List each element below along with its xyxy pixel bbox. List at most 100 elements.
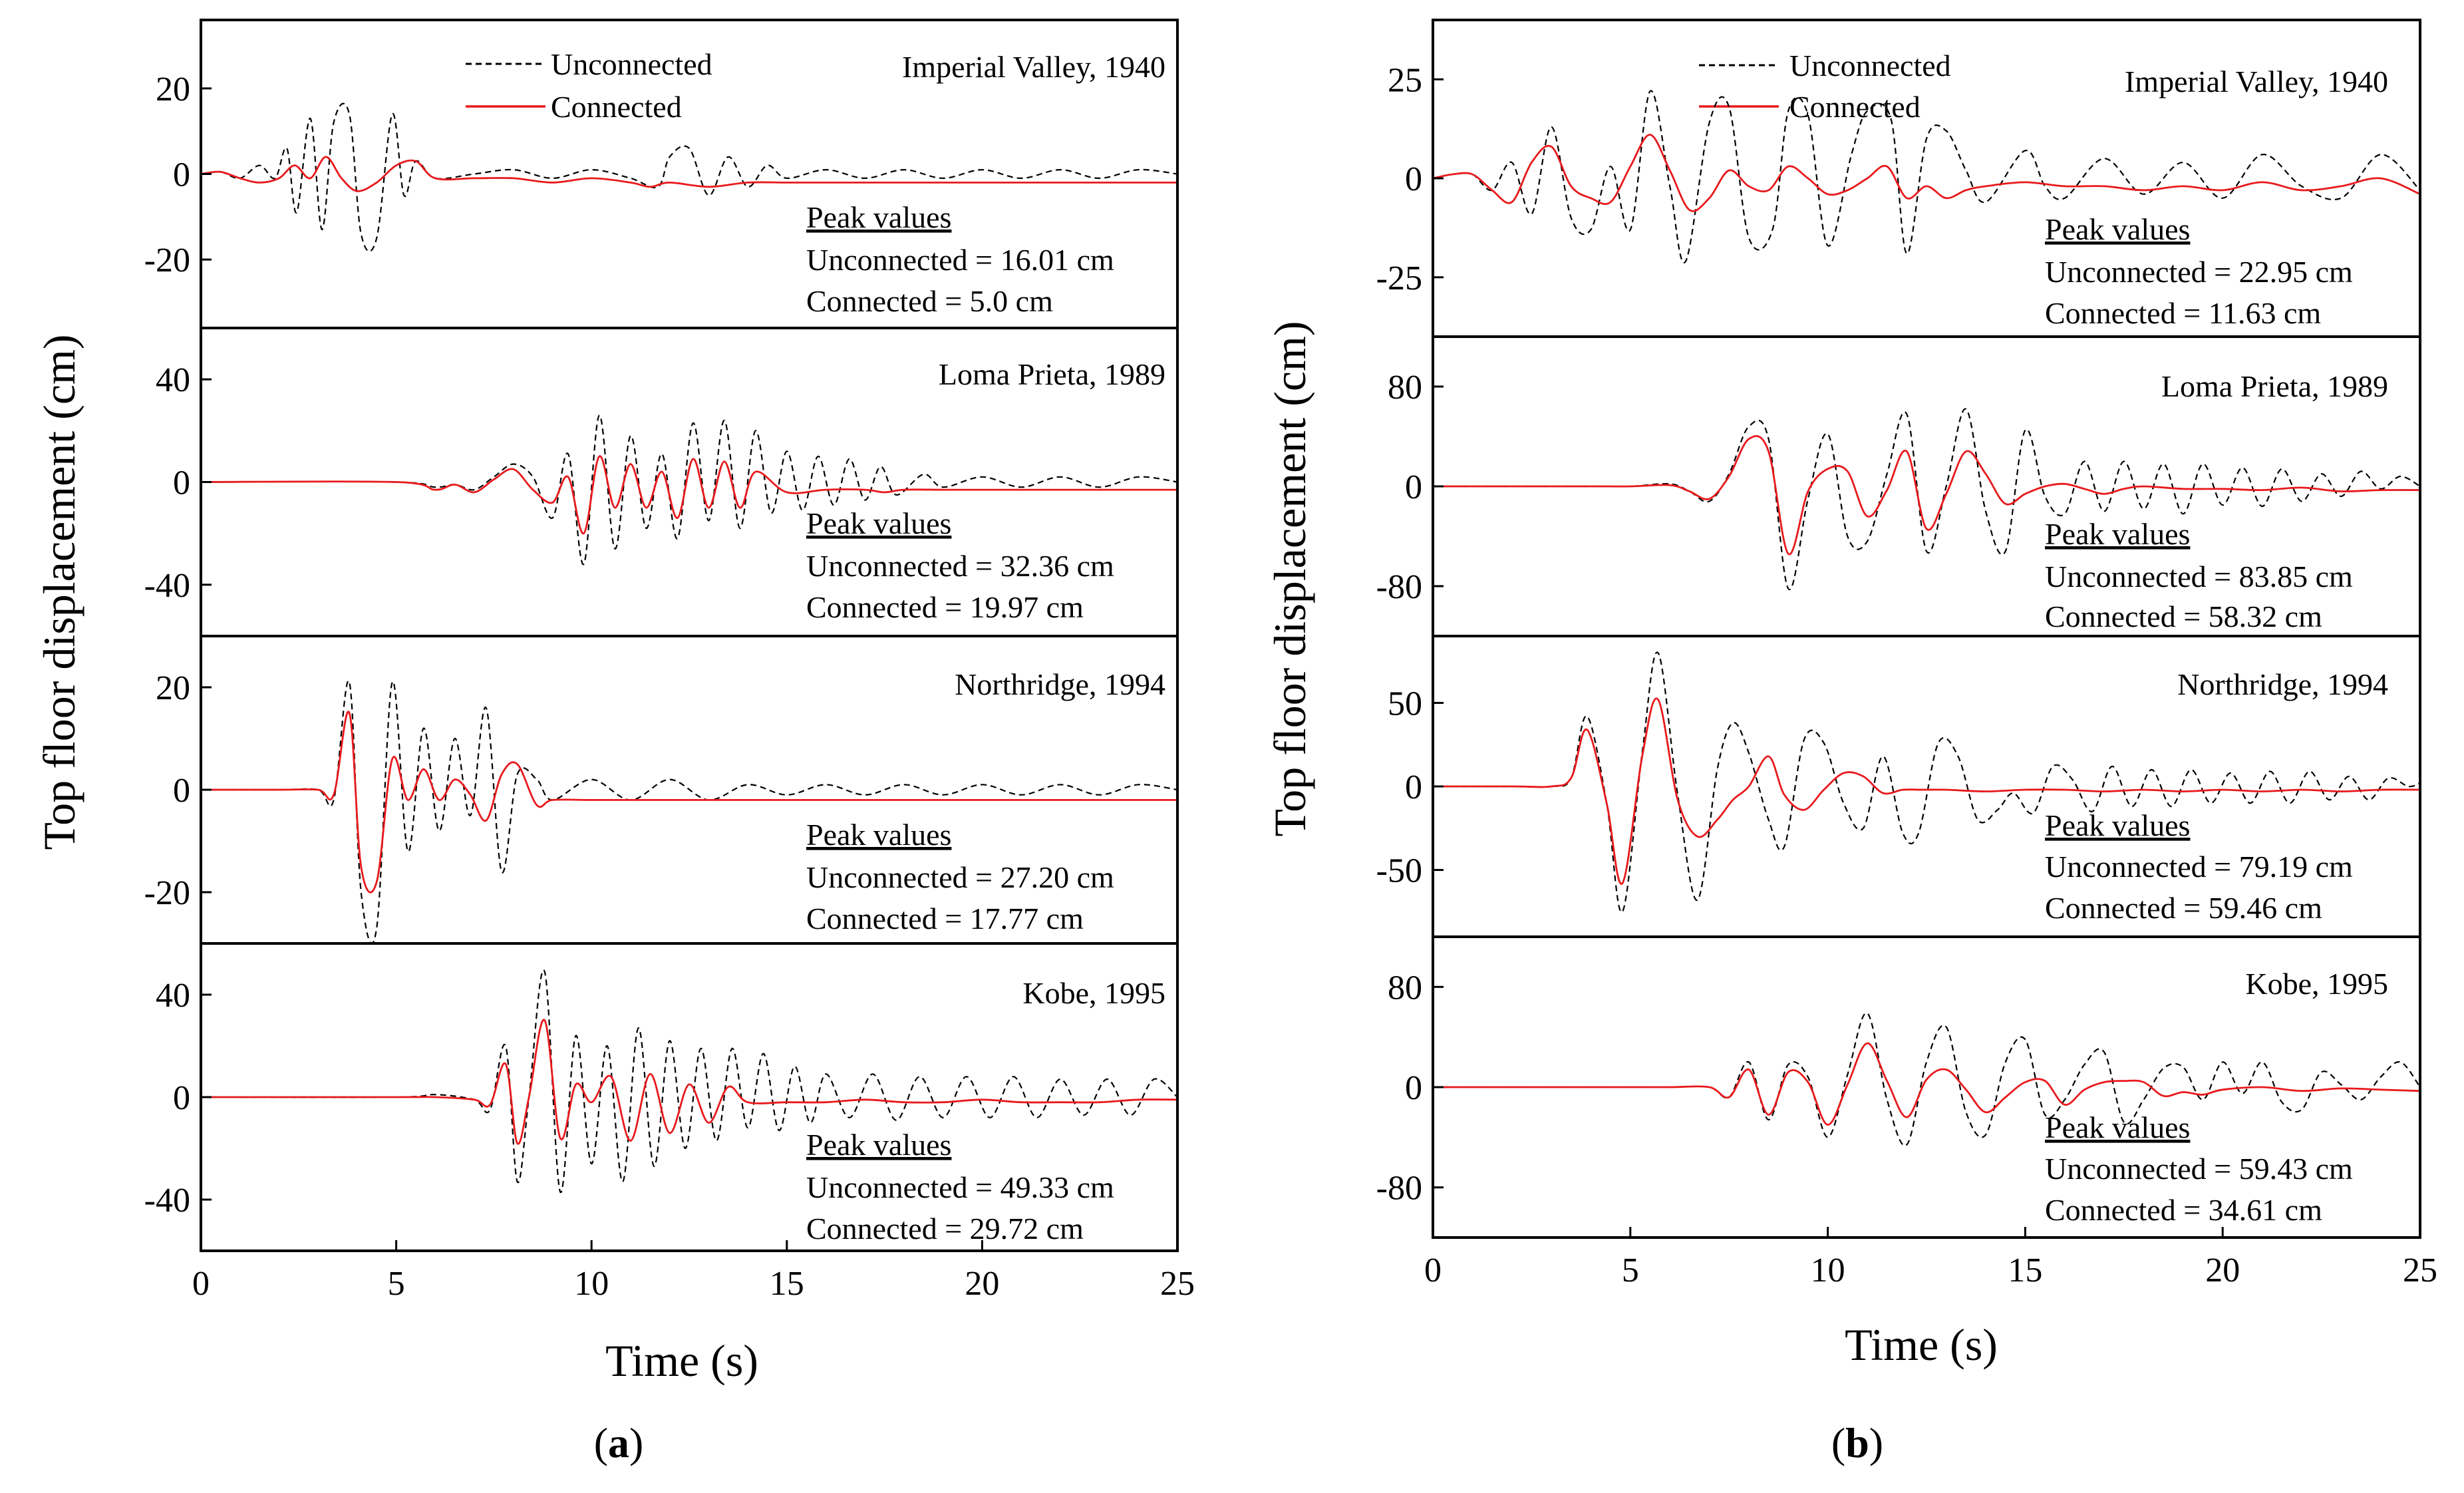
series-unconnected-line: [1433, 651, 2420, 913]
peak-values-heading: Peak values: [2045, 212, 2190, 246]
subplot-loma-prieta-a: Loma Prieta, 1989 Peak values Unconnecte…: [144, 357, 1177, 624]
panel-b: Top floor displacement (cm) Time (s) (b)…: [1265, 19, 2437, 1466]
x-tick-label: 5: [1622, 1251, 1639, 1289]
panel-a-ylabel: Top floor displacement (cm): [34, 334, 84, 850]
y-tick-label: 80: [1388, 369, 1422, 407]
series-connected-line: [201, 1019, 1177, 1145]
peak-values-heading: Peak values: [806, 1128, 951, 1162]
peak-connected: Connected = 19.97 cm: [806, 590, 1084, 624]
x-tick-label: 0: [192, 1265, 210, 1303]
panel-a-xlabel: Time (s): [605, 1335, 758, 1386]
y-tick-label: 50: [1388, 685, 1422, 723]
x-tick-label: 5: [388, 1265, 405, 1303]
series-connected-line: [1433, 435, 2420, 556]
y-tick-label: 25: [1388, 61, 1422, 99]
series-connected-line: [201, 156, 1177, 192]
subplot-northridge-a: Northridge, 1994 Peak values Unconnected…: [144, 667, 1177, 943]
legend-connected-label: Connected: [551, 90, 682, 124]
x-tick-label: 20: [965, 1265, 999, 1303]
peak-unconnected: Unconnected = 27.20 cm: [806, 860, 1114, 894]
peak-values-heading: Peak values: [2045, 808, 2190, 842]
y-tick-label: 0: [1405, 160, 1422, 198]
subplot-title: Loma Prieta, 1989: [2161, 369, 2388, 403]
peak-unconnected: Unconnected = 79.19 cm: [2045, 850, 2353, 884]
subplot-title: Kobe, 1995: [1022, 976, 1165, 1010]
y-tick-label: 0: [173, 1079, 190, 1117]
subplot-imperial-valley-b: Imperial Valley, 1940 Peak values Unconn…: [1376, 61, 2420, 330]
peak-unconnected: Unconnected = 22.95 cm: [2045, 255, 2353, 289]
legend-connected-label: Connected: [1789, 90, 1921, 124]
peak-unconnected: Unconnected = 59.43 cm: [2045, 1152, 2353, 1186]
peak-unconnected: Unconnected = 83.85 cm: [2045, 560, 2353, 593]
x-tick-label: 25: [1160, 1265, 1195, 1303]
series-unconnected-line: [1433, 1012, 2420, 1146]
subplot-loma-prieta-b: Loma Prieta, 1989 Peak values Unconnecte…: [1376, 369, 2420, 633]
peak-values-heading: Peak values: [2045, 517, 2190, 551]
y-tick-label: 0: [1405, 468, 1422, 506]
y-tick-label: -80: [1376, 568, 1422, 606]
subplot-title: Loma Prieta, 1989: [939, 357, 1165, 391]
series-connected-line: [1433, 1042, 2420, 1126]
peak-unconnected: Unconnected = 49.33 cm: [806, 1170, 1114, 1204]
y-tick-label: -50: [1376, 852, 1422, 890]
x-tick-label: 0: [1424, 1251, 1442, 1289]
y-tick-label: 0: [1405, 768, 1422, 806]
x-tick-label: 10: [574, 1265, 609, 1303]
panel-b-ylabel: Top floor displacement (cm): [1265, 321, 1315, 836]
y-tick-label: 40: [156, 361, 190, 399]
peak-connected: Connected = 29.72 cm: [806, 1212, 1084, 1245]
x-tick-label: 15: [770, 1265, 804, 1303]
y-tick-label: -40: [144, 1182, 190, 1220]
panel-b-label: (b): [1831, 1419, 1883, 1466]
panel-a-legend: Unconnected Connected: [466, 47, 712, 124]
peak-connected: Connected = 11.63 cm: [2045, 296, 2321, 330]
subplot-title: Northridge, 1994: [2177, 667, 2388, 701]
x-tick-label: 15: [2008, 1251, 2042, 1289]
panel-a: Top floor displacement (cm) Time (s) (a)…: [34, 19, 1195, 1466]
subplot-title: Kobe, 1995: [2245, 967, 2388, 1001]
series-unconnected-line: [1433, 90, 2420, 263]
peak-unconnected: Unconnected = 16.01 cm: [806, 243, 1114, 277]
y-tick-label: 0: [173, 464, 190, 502]
y-tick-label: 80: [1388, 969, 1422, 1007]
peak-connected: Connected = 58.32 cm: [2045, 599, 2322, 633]
peak-connected: Connected = 5.0 cm: [806, 284, 1053, 318]
y-tick-label: -40: [144, 567, 190, 605]
y-tick-label: 20: [156, 669, 190, 707]
subplot-imperial-valley-a: Imperial Valley, 1940 Peak values Unconn…: [144, 50, 1177, 318]
subplot-title: Northridge, 1994: [955, 667, 1165, 701]
x-tick-label: 20: [2205, 1251, 2240, 1289]
y-tick-label: 0: [173, 156, 190, 194]
y-tick-label: 0: [173, 772, 190, 810]
x-tick-label: 10: [1811, 1251, 1845, 1289]
y-tick-label: 0: [1405, 1069, 1422, 1107]
series-unconnected-line: [1433, 408, 2420, 591]
series-connected-line: [1433, 697, 2420, 885]
peak-values-heading: Peak values: [806, 506, 951, 540]
y-tick-label: 40: [156, 977, 190, 1015]
series-connected-line: [201, 711, 1177, 894]
subplot-kobe-b: Kobe, 1995 Peak values Unconnected = 59.…: [1376, 967, 2420, 1227]
y-tick-label: -80: [1376, 1170, 1422, 1208]
peak-values-heading: Peak values: [806, 818, 951, 852]
x-tick-label: 25: [2403, 1251, 2437, 1289]
peak-connected: Connected = 17.77 cm: [806, 902, 1084, 935]
subplot-kobe-a: Kobe, 1995 Peak values Unconnected = 49.…: [144, 969, 1177, 1245]
legend-unconnected-label: Unconnected: [551, 47, 712, 81]
subplot-northridge-b: Northridge, 1994 Peak values Unconnected…: [1376, 651, 2420, 925]
subplot-title: Imperial Valley, 1940: [2125, 65, 2388, 98]
y-tick-label: -20: [144, 874, 190, 912]
peak-connected: Connected = 34.61 cm: [2045, 1193, 2322, 1227]
panel-b-xaxis: 0 5 10 15 20 25: [1424, 1227, 2437, 1289]
y-tick-label: 20: [156, 71, 190, 108]
series-connected-line: [1433, 134, 2420, 212]
y-tick-label: -20: [144, 242, 190, 279]
peak-values-heading: Peak values: [2045, 1110, 2190, 1144]
series-connected-line: [201, 455, 1177, 535]
series-unconnected-line: [201, 415, 1177, 566]
peak-values-heading: Peak values: [806, 200, 951, 234]
subplot-title: Imperial Valley, 1940: [902, 50, 1165, 84]
peak-connected: Connected = 59.46 cm: [2045, 891, 2322, 925]
series-unconnected-line: [201, 102, 1177, 252]
